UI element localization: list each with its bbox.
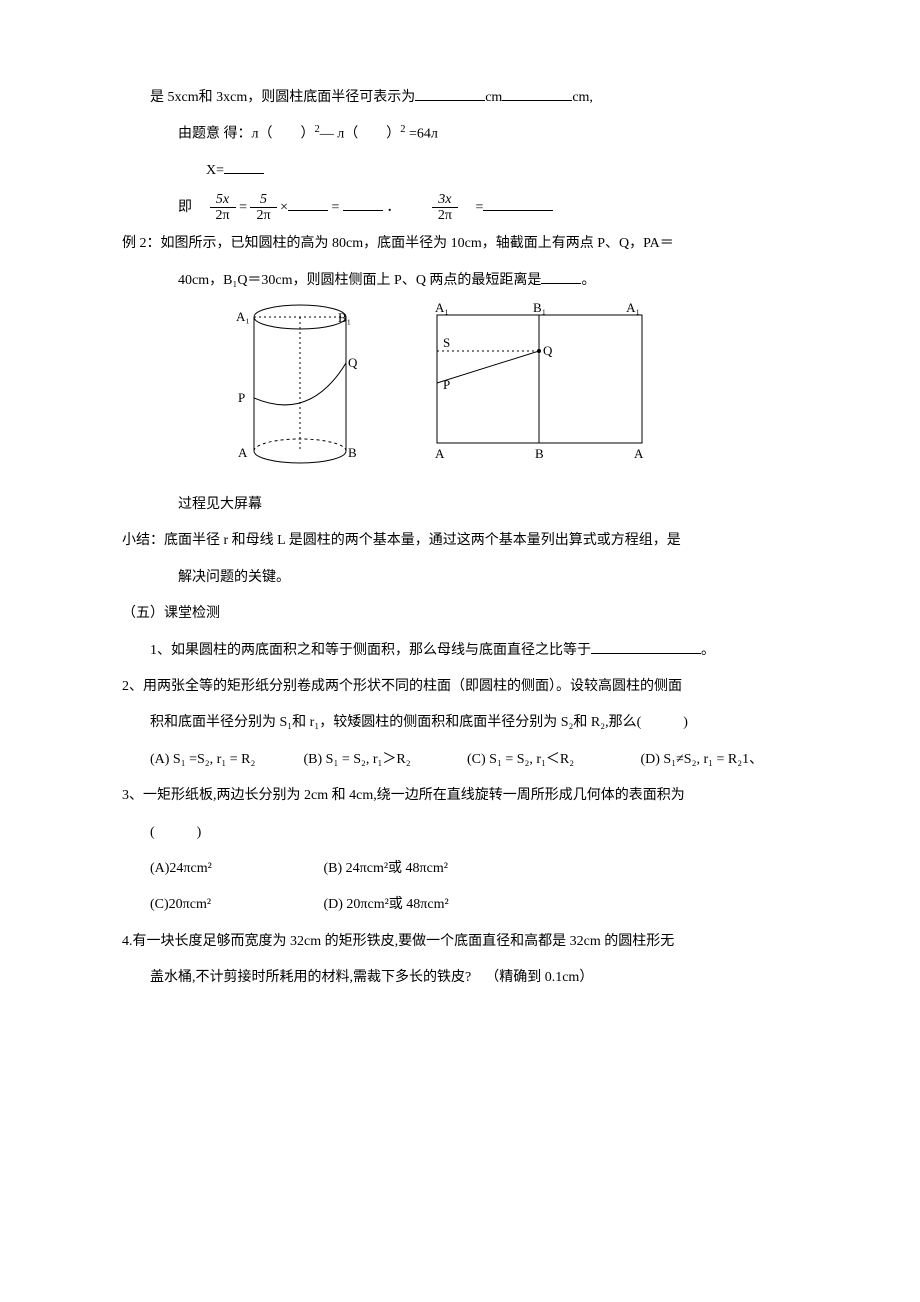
text: 4.有一块长度足够而宽度为 32cm 的矩形铁皮,要做一个底面直径和高都是 32… bbox=[122, 934, 674, 949]
q4-line1: 4.有一块长度足够而宽度为 32cm 的矩形铁皮,要做一个底面直径和高都是 32… bbox=[122, 924, 798, 960]
option-a: (A)24πcm² bbox=[150, 851, 320, 887]
text: 小结：底面半径 r 和母线 L 是圆柱的两个基本量，通过这两个基本量列出算式或方… bbox=[122, 533, 681, 548]
svg-text:B: B bbox=[535, 446, 544, 461]
svg-text:Q: Q bbox=[348, 355, 357, 370]
example2-line1: 例 2：如图所示，已知圆柱的高为 80cm，底面半径为 10cm，轴截面上有两点… bbox=[122, 226, 798, 262]
text: 解决问题的关键。 bbox=[178, 570, 290, 585]
text: 3、一矩形纸板,两边长分别为 2cm 和 4cm,绕一边所在直线旋转一周所形成几… bbox=[122, 788, 685, 803]
para-radius-expr: 是 5xcm和 3xcm，则圆柱底面半径可表示为 cm cm, bbox=[122, 80, 798, 116]
blank bbox=[483, 197, 553, 211]
numerator: 3x bbox=[432, 192, 458, 208]
option-d: (D) S₁≠S₂, r₁ = R₂1、 bbox=[641, 742, 764, 778]
text: 是 5xcm和 3xcm，则圆柱底面半径可表示为 bbox=[150, 90, 415, 105]
equals: = bbox=[461, 200, 483, 215]
blank bbox=[343, 197, 383, 211]
text: 1、如果圆柱的两底面积之和等于侧面积，那么母线与底面直径之比等于 bbox=[150, 643, 591, 658]
fraction-5x-2pi: 5x 2π bbox=[210, 192, 236, 224]
text: 例 2：如图所示，已知圆柱的高为 80cm，底面半径为 10cm，轴截面上有两点… bbox=[122, 236, 674, 251]
text: X= bbox=[206, 163, 224, 178]
numerator: 5x bbox=[210, 192, 236, 208]
text: 过程见大屏幕 bbox=[178, 497, 262, 512]
text: 。 bbox=[581, 273, 595, 288]
equals: = bbox=[239, 200, 250, 215]
q2-line1: 2、用两张全等的矩形纸分别卷成两个形状不同的柱面（即圆柱的侧面）。设较高圆柱的侧… bbox=[122, 669, 798, 705]
blank bbox=[224, 160, 264, 174]
text: ． bbox=[386, 200, 428, 215]
text: 由题意 得：л（ ） bbox=[178, 127, 315, 142]
q3-options-row1: (A)24πcm² (B) 24πcm²或 48πcm² bbox=[122, 851, 798, 887]
text: 40cm，B₁Q＝30cm，则圆柱侧面上 P、Q 两点的最短距离是 bbox=[178, 273, 541, 288]
svg-text:A₁: A₁ bbox=[236, 309, 250, 324]
example2-line2: 40cm，B₁Q＝30cm，则圆柱侧面上 P、Q 两点的最短距离是 。 bbox=[122, 263, 798, 299]
summary-line2: 解决问题的关键。 bbox=[122, 560, 798, 596]
q2-line2: 积和底面半径分别为 S₁和 r₁，较矮圆柱的侧面积和底面半径分别为 S₂和 R₂… bbox=[122, 705, 798, 741]
para-screen: 过程见大屏幕 bbox=[122, 487, 798, 523]
option-c: (C) S₁ = S₂, r₁＜R₂ bbox=[467, 742, 637, 778]
svg-text:B₁: B₁ bbox=[533, 303, 546, 315]
svg-text:B₁: B₁ bbox=[338, 310, 351, 325]
option-a: (A) S₁ =S₂, r₁ = R₂ bbox=[150, 742, 300, 778]
unit: cm, bbox=[572, 90, 593, 105]
text: 积和底面半径分别为 S₁和 r₁，较矮圆柱的侧面积和底面半径分别为 S₂和 R₂… bbox=[150, 715, 688, 730]
para-fraction-eq: 即 5x 2π = 5 2π × = ． 3x 2π = bbox=[122, 190, 798, 226]
option-c: (C)20πcm² bbox=[150, 887, 320, 923]
option-b: (B) 24πcm²或 48πcm² bbox=[324, 851, 448, 887]
q4-line2: 盖水桶,不计剪接时所耗用的材料,需裁下多长的铁皮? （精确到 0.1cm） bbox=[122, 960, 798, 996]
svg-text:A₁: A₁ bbox=[435, 303, 449, 315]
denominator: 2π bbox=[210, 208, 236, 223]
text: ( ) bbox=[150, 825, 201, 840]
q1: 1、如果圆柱的两底面积之和等于侧面积，那么母线与底面直径之比等于 。 bbox=[122, 633, 798, 669]
svg-text:B: B bbox=[348, 445, 357, 460]
para-x-equals: X= bbox=[122, 153, 798, 189]
text: （五）课堂检测 bbox=[122, 606, 220, 621]
figures-row: A₁ B₁ P Q A B A₁ B₁ A₁ S Q P A B A bbox=[222, 303, 798, 481]
svg-text:A: A bbox=[435, 446, 445, 461]
blank bbox=[502, 87, 572, 101]
option-d: (D) 20πcm²或 48πcm² bbox=[324, 887, 449, 923]
blank bbox=[541, 270, 581, 284]
text: =64л bbox=[406, 127, 438, 142]
text: — л（ ） bbox=[320, 127, 401, 142]
denominator: 2π bbox=[250, 208, 276, 223]
summary-line1: 小结：底面半径 r 和母线 L 是圆柱的两个基本量，通过这两个基本量列出算式或方… bbox=[122, 523, 798, 559]
equals: = bbox=[331, 200, 342, 215]
para-equation1: 由题意 得：л（ ）2— л（ ）2 =64л bbox=[122, 116, 798, 153]
svg-text:A₁: A₁ bbox=[626, 303, 640, 315]
section5-title: （五）课堂检测 bbox=[122, 596, 798, 632]
q2-options: (A) S₁ =S₂, r₁ = R₂ (B) S₁ = S₂, r₁＞R₂ (… bbox=[122, 742, 798, 778]
blank bbox=[288, 197, 328, 211]
unit: cm bbox=[485, 90, 502, 105]
svg-text:Q: Q bbox=[543, 343, 553, 358]
fraction-5-2pi: 5 2π bbox=[250, 192, 276, 224]
q3-line1: 3、一矩形纸板,两边长分别为 2cm 和 4cm,绕一边所在直线旋转一周所形成几… bbox=[122, 778, 798, 814]
blank bbox=[415, 87, 485, 101]
text: 盖水桶,不计剪接时所耗用的材料,需裁下多长的铁皮? （精确到 0.1cm） bbox=[150, 970, 593, 985]
svg-text:P: P bbox=[443, 377, 450, 392]
times: × bbox=[280, 200, 288, 215]
fraction-3x-2pi: 3x 2π bbox=[432, 192, 458, 224]
option-b: (B) S₁ = S₂, r₁＞R₂ bbox=[304, 742, 464, 778]
text: 2、用两张全等的矩形纸分别卷成两个形状不同的柱面（即圆柱的侧面）。设较高圆柱的侧… bbox=[122, 679, 682, 694]
numerator: 5 bbox=[250, 192, 276, 208]
svg-text:A: A bbox=[238, 445, 248, 460]
cylinder-figure: A₁ B₁ P Q A B bbox=[222, 303, 357, 468]
q3-line2: ( ) bbox=[122, 815, 798, 851]
denominator: 2π bbox=[432, 208, 458, 223]
svg-text:A: A bbox=[634, 446, 644, 461]
text: 即 bbox=[178, 200, 206, 215]
unrolled-figure: A₁ B₁ A₁ S Q P A B A bbox=[417, 303, 652, 481]
svg-text:S: S bbox=[443, 335, 450, 350]
q3-options-row2: (C)20πcm² (D) 20πcm²或 48πcm² bbox=[122, 887, 798, 923]
text: 。 bbox=[701, 643, 715, 658]
svg-text:P: P bbox=[238, 390, 245, 405]
blank bbox=[591, 640, 701, 654]
